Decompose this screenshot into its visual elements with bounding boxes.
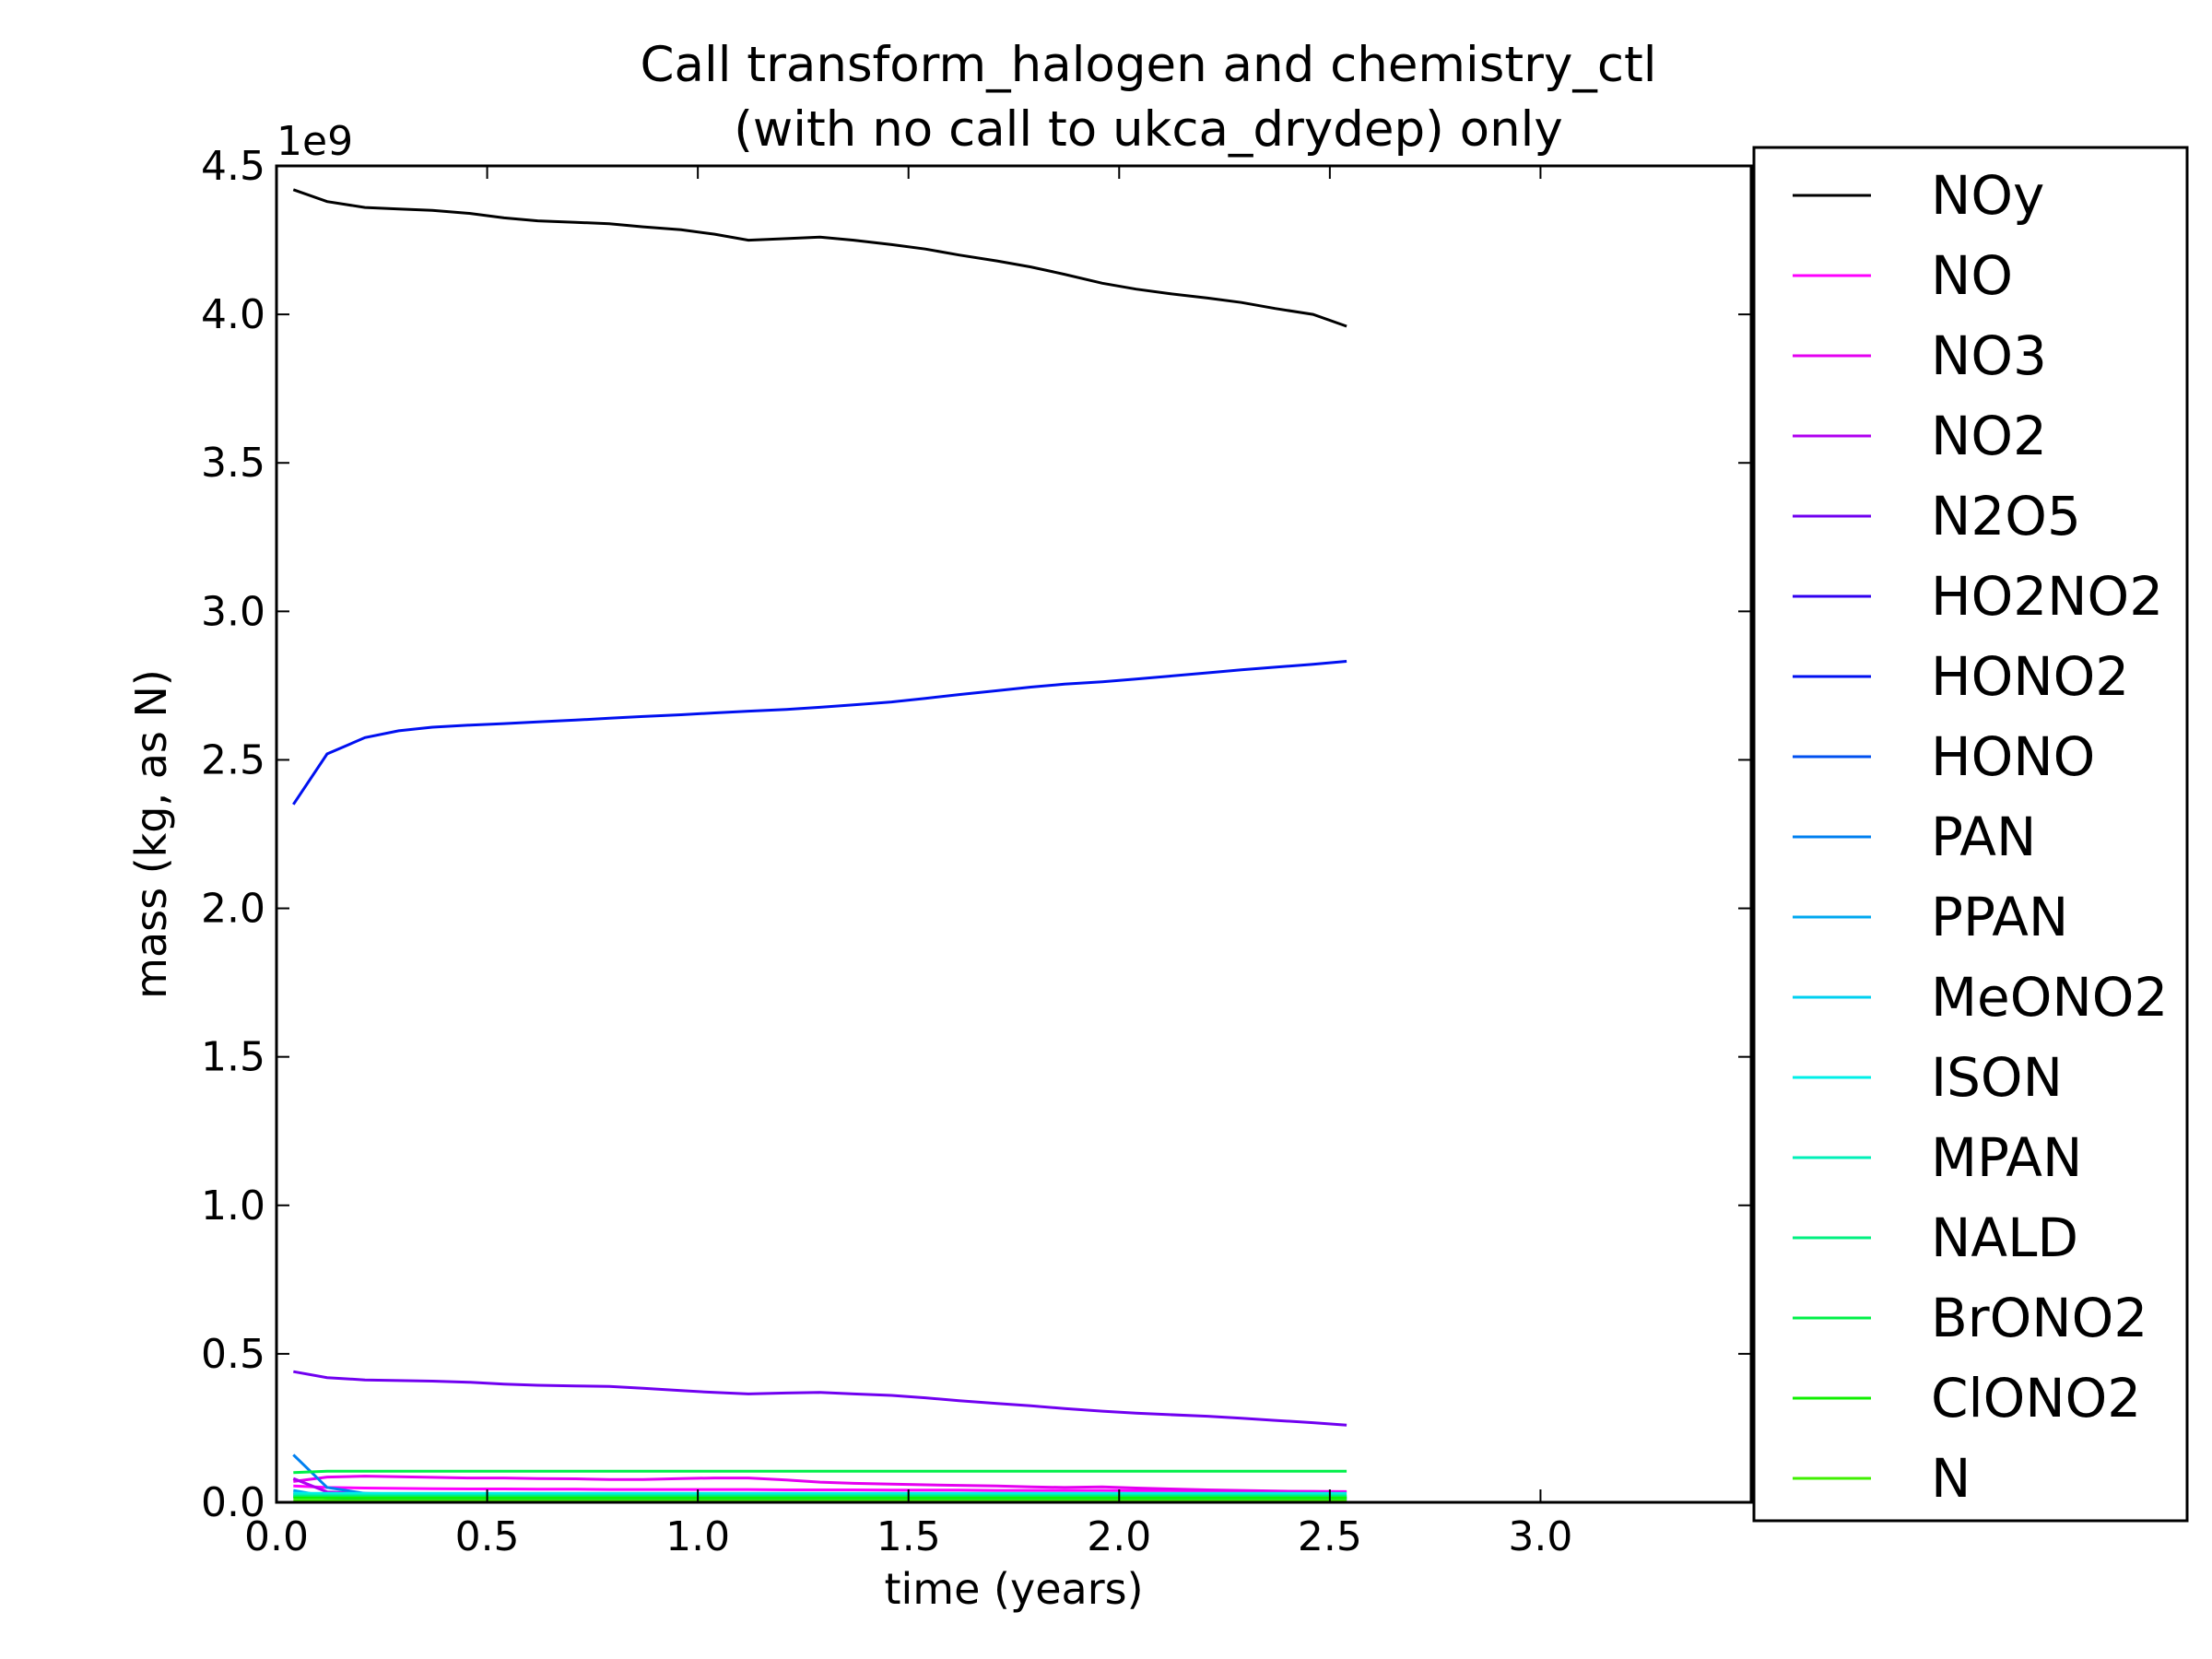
legend-label-mpan: MPAN [1931, 1126, 2082, 1189]
legend: NOy NO NO3 NO2 N2O5 HO2NO2 HONO2 HONO PAN PPAN MeO… [1752, 146, 2189, 1523]
y-tick-label: 2.0 [201, 886, 265, 933]
legend-label-ison: ISON [1931, 1046, 2063, 1109]
plot-frame [275, 164, 1753, 1504]
x-tick-label: 0.5 [455, 1513, 520, 1560]
legend-label-n: N [1931, 1447, 1971, 1510]
legend-label-hono2: HONO2 [1931, 645, 2129, 708]
x-axis: 0.0 0.5 1.0 1.5 2.0 2.5 3.0 [244, 166, 1572, 1560]
legend-label-nald: NALD [1931, 1206, 2078, 1269]
legend-label-hono: HONO [1931, 725, 2095, 788]
series-line-hono2 [292, 660, 1347, 806]
y-tick-label: 2.5 [201, 736, 265, 783]
y-tick-label: 0.5 [201, 1331, 265, 1378]
chart-title-line-2: (with no call to ukca_drydep) only [734, 101, 1563, 158]
chart-title-line-1: Call transform_halogen and chemistry_ctl [641, 37, 1657, 93]
legend-label-pan: PAN [1931, 806, 2036, 868]
series-line-n2o5 [293, 1370, 1347, 1427]
y-tick-label: 1.5 [201, 1034, 265, 1081]
legend-label-no3: NO3 [1931, 324, 2047, 387]
y-tick-label: 0.0 [201, 1479, 265, 1526]
y-axis-label: mass (kg, as N) [126, 669, 176, 999]
x-tick-label: 2.5 [1298, 1513, 1362, 1560]
legend-label-no: NO [1931, 244, 2013, 307]
x-tick-label: 0.0 [244, 1513, 309, 1560]
x-axis-label: time (years) [884, 1564, 1143, 1614]
y-tick-label: 4.5 [201, 143, 265, 190]
legend-label-n2o5: N2O5 [1931, 485, 2081, 547]
legend-label-noy: NOy [1931, 164, 2044, 227]
y-tick-label: 3.0 [201, 588, 265, 635]
series-line-no [293, 1484, 1347, 1493]
legend-label-brono2: BrONO2 [1931, 1287, 2147, 1349]
series-line-noy [292, 188, 1347, 328]
legend-label-meono2: MeONO2 [1931, 966, 2168, 1029]
y-tick-label: 4.0 [201, 291, 265, 338]
legend-label-ho2no2: HO2NO2 [1931, 565, 2163, 628]
legend-box [1752, 146, 2189, 1523]
y-tick-label: 3.5 [201, 440, 265, 487]
x-tick-label: 2.0 [1087, 1513, 1151, 1560]
series-line-no3 [293, 1475, 1347, 1494]
legend-label-clono2: ClONO2 [1931, 1367, 2141, 1430]
y-offset-label: 1e9 [276, 118, 353, 165]
series-line-brono2 [293, 1469, 1347, 1475]
y-axis: 0.0 0.5 1.0 1.5 2.0 2.5 3.0 3.5 4.0 4.5 [201, 143, 1751, 1526]
x-tick-label: 3.0 [1508, 1513, 1572, 1560]
series-lines [292, 188, 1347, 1502]
legend-label-ppan: PPAN [1931, 886, 2068, 948]
x-tick-label: 1.0 [665, 1513, 730, 1560]
legend-label-no2: NO2 [1931, 405, 2047, 467]
x-tick-label: 1.5 [877, 1513, 941, 1560]
y-tick-label: 1.0 [201, 1182, 265, 1230]
